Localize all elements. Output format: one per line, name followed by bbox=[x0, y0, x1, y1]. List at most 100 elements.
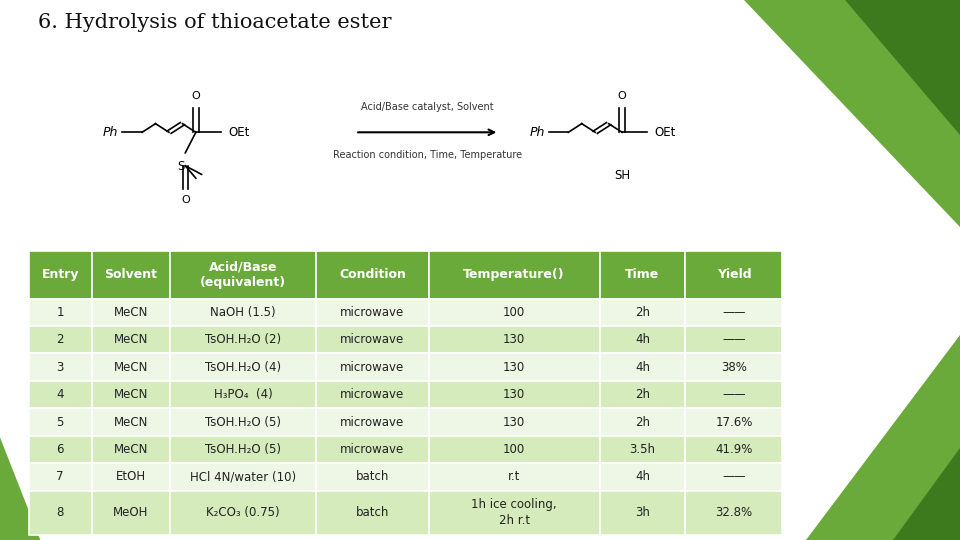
Bar bbox=[316, 354, 429, 381]
Text: Solvent: Solvent bbox=[105, 268, 157, 281]
Bar bbox=[316, 491, 429, 535]
Polygon shape bbox=[806, 335, 960, 540]
Text: MeOH: MeOH bbox=[113, 506, 149, 519]
Text: ——: —— bbox=[722, 306, 746, 319]
Text: Time: Time bbox=[625, 268, 660, 281]
Text: 130: 130 bbox=[503, 361, 525, 374]
Bar bbox=[600, 326, 685, 354]
Text: 100: 100 bbox=[503, 306, 525, 319]
Bar bbox=[91, 381, 170, 408]
Text: 2h: 2h bbox=[635, 306, 650, 319]
Text: 6: 6 bbox=[57, 443, 64, 456]
Text: Acid/Base
(equivalent): Acid/Base (equivalent) bbox=[200, 260, 286, 289]
Bar bbox=[429, 408, 600, 436]
Bar bbox=[429, 326, 600, 354]
Text: 4h: 4h bbox=[635, 361, 650, 374]
Text: EtOH: EtOH bbox=[116, 470, 146, 483]
Text: MeCN: MeCN bbox=[113, 443, 148, 456]
Text: 130: 130 bbox=[503, 333, 525, 346]
Text: ——: —— bbox=[722, 333, 746, 346]
Text: 3: 3 bbox=[57, 361, 64, 374]
Bar bbox=[170, 408, 316, 436]
Bar bbox=[29, 354, 91, 381]
Text: MeCN: MeCN bbox=[113, 333, 148, 346]
Text: 7: 7 bbox=[57, 470, 64, 483]
Text: S: S bbox=[177, 160, 184, 173]
Text: batch: batch bbox=[355, 506, 389, 519]
Text: NaOH (1.5): NaOH (1.5) bbox=[210, 306, 276, 319]
Bar bbox=[91, 463, 170, 491]
Bar bbox=[29, 381, 91, 408]
Bar bbox=[316, 436, 429, 463]
Text: K₂CO₃ (0.75): K₂CO₃ (0.75) bbox=[206, 506, 280, 519]
Text: MeCN: MeCN bbox=[113, 306, 148, 319]
Text: 1h ice cooling,
2h r.t: 1h ice cooling, 2h r.t bbox=[471, 498, 557, 527]
Text: MeCN: MeCN bbox=[113, 388, 148, 401]
Bar bbox=[170, 491, 316, 535]
Text: Condition: Condition bbox=[339, 268, 406, 281]
Bar bbox=[600, 251, 685, 299]
Bar bbox=[429, 491, 600, 535]
Bar bbox=[685, 251, 782, 299]
Bar bbox=[685, 408, 782, 436]
Text: microwave: microwave bbox=[340, 306, 404, 319]
Bar bbox=[316, 381, 429, 408]
Text: batch: batch bbox=[355, 470, 389, 483]
Bar bbox=[316, 463, 429, 491]
Bar bbox=[429, 251, 600, 299]
Bar bbox=[91, 354, 170, 381]
Text: 3.5h: 3.5h bbox=[630, 443, 656, 456]
Text: TsOH.H₂O (5): TsOH.H₂O (5) bbox=[205, 416, 281, 429]
Bar bbox=[600, 299, 685, 326]
Text: 2h: 2h bbox=[635, 416, 650, 429]
Text: Ph: Ph bbox=[103, 126, 118, 139]
Bar bbox=[316, 326, 429, 354]
Bar bbox=[600, 354, 685, 381]
Text: Ph: Ph bbox=[530, 126, 545, 139]
Text: microwave: microwave bbox=[340, 388, 404, 401]
Bar bbox=[685, 491, 782, 535]
Polygon shape bbox=[845, 0, 960, 135]
Bar bbox=[170, 381, 316, 408]
Text: 8: 8 bbox=[57, 506, 64, 519]
Bar bbox=[29, 463, 91, 491]
Text: 4h: 4h bbox=[635, 333, 650, 346]
Bar bbox=[29, 326, 91, 354]
Text: MeCN: MeCN bbox=[113, 361, 148, 374]
Text: ——: —— bbox=[722, 470, 746, 483]
Text: MeCN: MeCN bbox=[113, 416, 148, 429]
Bar bbox=[91, 326, 170, 354]
Text: TsOH.H₂O (5): TsOH.H₂O (5) bbox=[205, 443, 281, 456]
Bar bbox=[91, 299, 170, 326]
Text: microwave: microwave bbox=[340, 361, 404, 374]
Bar bbox=[91, 491, 170, 535]
Text: r.t: r.t bbox=[508, 470, 520, 483]
Text: microwave: microwave bbox=[340, 443, 404, 456]
Text: Acid/Base catalyst, Solvent: Acid/Base catalyst, Solvent bbox=[361, 102, 493, 112]
Text: 5: 5 bbox=[57, 416, 64, 429]
Bar bbox=[29, 408, 91, 436]
Bar bbox=[685, 436, 782, 463]
Text: O: O bbox=[180, 195, 190, 205]
Bar bbox=[170, 326, 316, 354]
Text: 41.9%: 41.9% bbox=[715, 443, 753, 456]
Text: 3h: 3h bbox=[636, 506, 650, 519]
Text: SH: SH bbox=[614, 169, 630, 182]
Text: O: O bbox=[617, 91, 627, 101]
Bar bbox=[29, 299, 91, 326]
Text: 1: 1 bbox=[57, 306, 64, 319]
Text: TsOH.H₂O (4): TsOH.H₂O (4) bbox=[205, 361, 281, 374]
Bar bbox=[91, 408, 170, 436]
Text: microwave: microwave bbox=[340, 416, 404, 429]
Text: 2: 2 bbox=[57, 333, 64, 346]
Bar bbox=[429, 299, 600, 326]
Text: H₃PO₄  (4): H₃PO₄ (4) bbox=[214, 388, 273, 401]
Text: TsOH.H₂O (2): TsOH.H₂O (2) bbox=[205, 333, 281, 346]
Text: Reaction condition, Time, Temperature: Reaction condition, Time, Temperature bbox=[332, 150, 522, 160]
Bar bbox=[170, 436, 316, 463]
Bar bbox=[170, 299, 316, 326]
Text: OEt: OEt bbox=[655, 126, 676, 139]
Bar bbox=[685, 463, 782, 491]
Text: Entry: Entry bbox=[41, 268, 79, 281]
Bar bbox=[29, 436, 91, 463]
